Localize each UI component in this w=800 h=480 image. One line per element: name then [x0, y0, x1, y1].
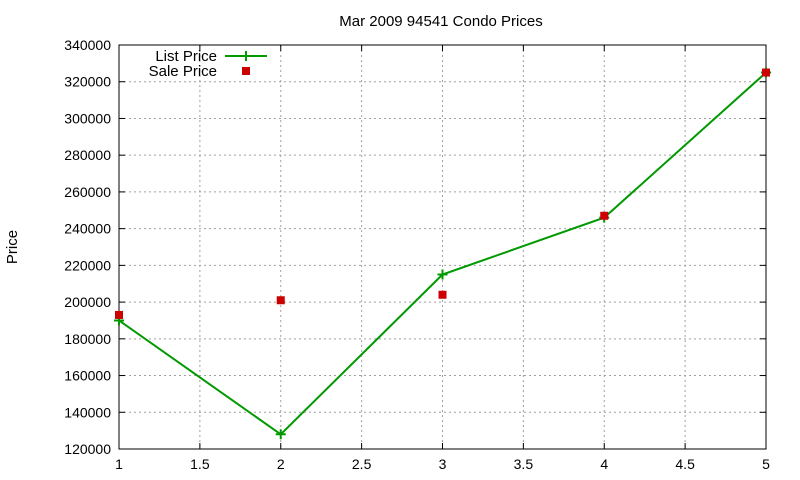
y-tick-label: 160000 [64, 368, 111, 384]
x-tick-label: 2.5 [352, 456, 372, 472]
sale-price-point [762, 68, 770, 77]
x-tick-label: 1.5 [190, 456, 210, 472]
grid-layer [119, 45, 766, 449]
y-tick-label: 280000 [64, 147, 111, 163]
x-tick-label: 3 [439, 456, 447, 472]
y-tick-label: 340000 [64, 37, 111, 53]
y-tick-label: 220000 [64, 257, 111, 273]
y-tick-label: 180000 [64, 331, 111, 347]
sale-price-point [438, 290, 447, 299]
y-tick-label: 140000 [64, 404, 111, 420]
y-tick-label: 200000 [64, 294, 111, 310]
legend-plus-marker [241, 51, 251, 61]
y-tick-label: 240000 [64, 221, 111, 237]
chart-title: Mar 2009 94541 Condo Prices [339, 13, 542, 30]
y-tick-label: 260000 [64, 184, 111, 200]
legend-square-marker [242, 67, 250, 75]
y-tick-label: 120000 [64, 441, 111, 457]
list-price-point [437, 269, 448, 280]
x-tick-label: 2 [277, 456, 285, 472]
y-tick-label: 300000 [64, 110, 111, 126]
y-tick-label: 320000 [64, 74, 111, 90]
x-tick-label: 4 [600, 456, 608, 472]
list-price-point [275, 429, 286, 440]
x-tick-label: 3.5 [514, 456, 534, 472]
series-layer [114, 67, 771, 440]
legend-label: List Price [155, 48, 217, 65]
y-axis-label: Price [4, 230, 21, 264]
sale-price-point [115, 310, 123, 319]
sale-price-point [600, 211, 609, 220]
x-tick-label: 4.5 [675, 456, 695, 472]
tick-layer: 1 1.5 2 2.5 3 3.5 4 4.5 5 120000 140000 160000 18000… [64, 37, 770, 472]
sale-price-point [276, 296, 285, 305]
x-tick-label: 5 [762, 456, 770, 472]
x-tick-label: 1 [115, 456, 123, 472]
legend-label: Sale Price [149, 63, 217, 80]
